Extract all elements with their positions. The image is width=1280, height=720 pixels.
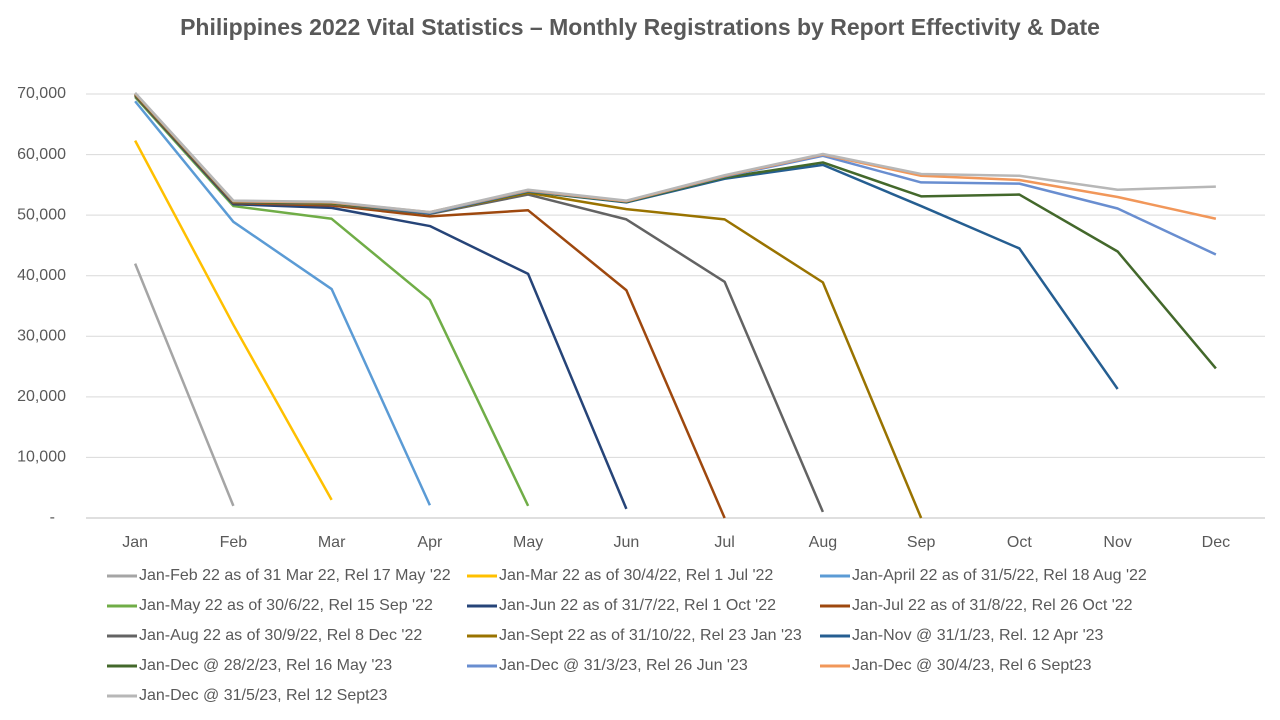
series-line xyxy=(134,140,333,501)
x-tick-label: Apr xyxy=(417,534,443,551)
series-line xyxy=(134,92,1217,256)
x-tick-label: Dec xyxy=(1202,534,1230,551)
legend-label: Jan-Mar 22 as of 30/4/22, Rel 1 Jul '22 xyxy=(499,567,773,584)
x-tick-label: Sep xyxy=(907,534,936,551)
y-tick-label: 10,000 xyxy=(17,449,66,466)
y-tick-label: 40,000 xyxy=(17,267,66,284)
series-line xyxy=(134,93,1217,370)
legend-label: Jan-May 22 as of 30/6/22, Rel 15 Sep '22 xyxy=(139,597,433,614)
y-tick-label: 50,000 xyxy=(17,206,66,223)
legend-label: Jan-Dec @ 28/2/23, Rel 16 May '23 xyxy=(139,657,392,674)
x-tick-label: Aug xyxy=(809,534,837,551)
x-tick-label: Jun xyxy=(613,534,639,551)
x-tick-label: Oct xyxy=(1007,534,1032,551)
legend-label: Jan-Jun 22 as of 31/7/22, Rel 1 Oct '22 xyxy=(499,597,776,614)
legend-label: Jan-Aug 22 as of 30/9/22, Rel 8 Dec '22 xyxy=(139,627,422,644)
legend-label: Jan-Dec @ 31/5/23, Rel 12 Sept23 xyxy=(139,687,387,704)
series-line xyxy=(134,93,825,513)
y-tick-label: 60,000 xyxy=(17,146,66,163)
legend-label: Jan-Dec @ 30/4/23, Rel 6 Sept23 xyxy=(852,657,1092,674)
x-tick-label: Jul xyxy=(714,534,734,551)
legend-label: Jan-Dec @ 31/3/23, Rel 26 Jun '23 xyxy=(499,657,748,674)
legend-label: Jan-Feb 22 as of 31 Mar 22, Rel 17 May '… xyxy=(139,567,451,584)
legend-label: Jan-Nov @ 31/1/23, Rel. 12 Apr '23 xyxy=(852,627,1104,644)
legend-label: Jan-April 22 as of 31/5/22, Rel 18 Aug '… xyxy=(852,567,1147,584)
series-line xyxy=(134,91,1216,214)
legend-label: Jan-Sept 22 as of 31/10/22, Rel 23 Jan '… xyxy=(499,627,802,644)
x-tick-label: Jan xyxy=(122,534,148,551)
series-line xyxy=(134,100,432,506)
chart-title: Philippines 2022 Vital Statistics – Mont… xyxy=(180,14,1100,40)
series-line xyxy=(134,93,1119,390)
y-tick-label: 20,000 xyxy=(17,388,66,405)
y-tick-label: 30,000 xyxy=(17,328,66,345)
x-tick-label: May xyxy=(513,534,543,551)
series-line xyxy=(134,92,1217,220)
y-tick-label: 70,000 xyxy=(17,85,66,102)
x-tick-label: Feb xyxy=(220,534,248,551)
y-tick-label: - xyxy=(50,509,55,526)
series-line xyxy=(133,263,235,507)
x-tick-label: Nov xyxy=(1103,534,1131,551)
x-tick-label: Mar xyxy=(318,534,346,551)
legend-label: Jan-Jul 22 as of 31/8/22, Rel 26 Oct '22 xyxy=(852,597,1133,614)
